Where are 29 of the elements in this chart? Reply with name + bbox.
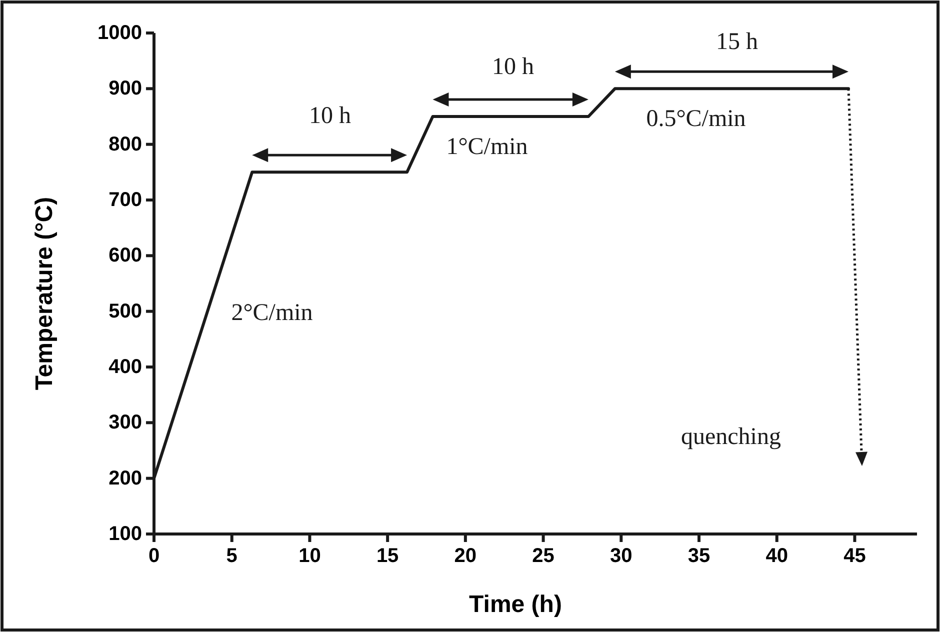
y-tick-label: 500: [108, 300, 142, 322]
annotation: 2°C/min: [231, 300, 313, 326]
annotation: quenching: [681, 424, 781, 450]
x-tick-label: 30: [610, 545, 632, 567]
y-tick-label: 600: [108, 244, 142, 267]
y-tick-label: 400: [108, 356, 142, 378]
x-tick-label: 45: [844, 545, 866, 567]
x-axis-title: Time (h): [469, 591, 562, 618]
y-tick-label: 900: [108, 78, 142, 100]
y-axis-title: Temperature (°C): [31, 196, 58, 390]
annotation: 10 h: [309, 103, 351, 129]
x-tick-label: 15: [376, 545, 399, 567]
annotation: 10 h: [492, 54, 534, 80]
y-tick-label: 300: [108, 412, 142, 434]
y-tick-label: 800: [108, 133, 142, 156]
x-tick-label: 40: [766, 545, 788, 567]
x-tick-label: 5: [226, 545, 238, 567]
annotation: 0.5°C/min: [646, 106, 746, 132]
annotation: 15 h: [716, 29, 758, 55]
annotation: 1°C/min: [446, 134, 528, 160]
y-tick-label: 100: [108, 523, 142, 545]
x-tick-label: 10: [298, 545, 321, 567]
x-tick-label: 25: [532, 545, 554, 567]
x-tick-label: 0: [148, 545, 160, 567]
x-tick-label: 35: [688, 545, 710, 567]
y-tick-label: 1000: [98, 22, 142, 44]
x-tick-label: 20: [454, 545, 477, 567]
y-tick-label: 200: [108, 467, 142, 490]
y-tick-label: 700: [108, 189, 142, 211]
